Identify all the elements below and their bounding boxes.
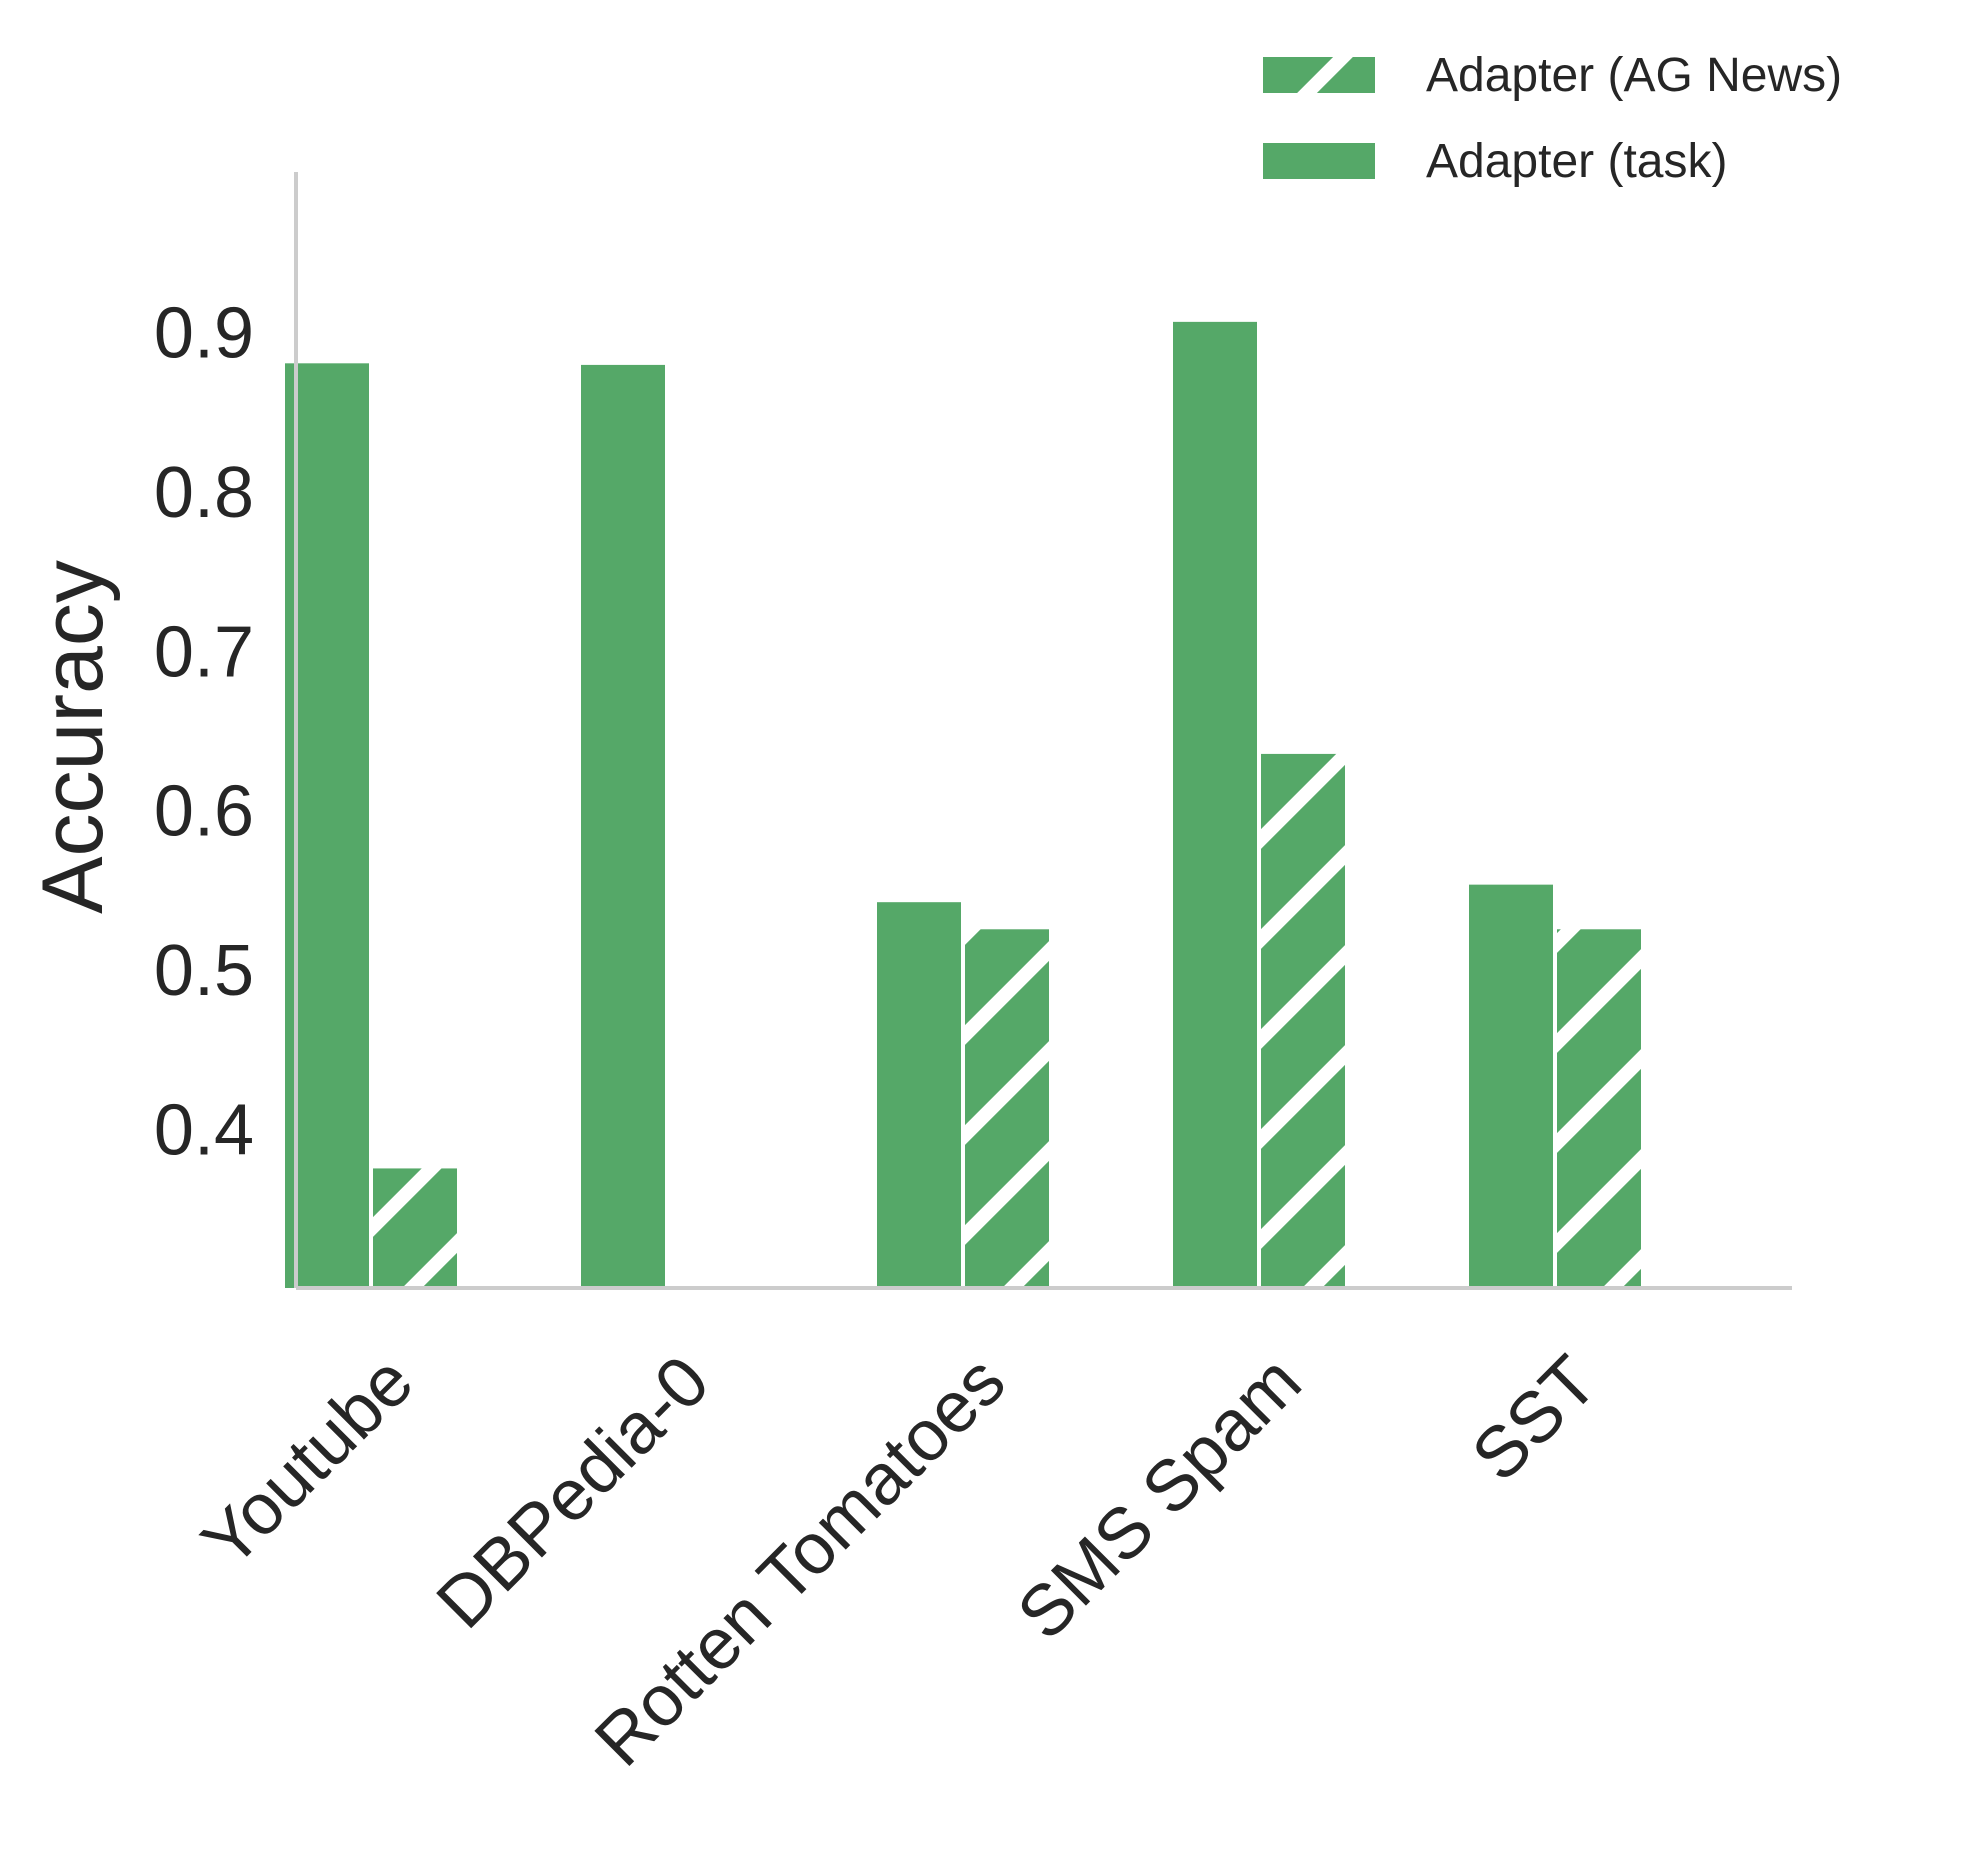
legend-label: Adapter (AG News) bbox=[1426, 49, 1842, 102]
x-tick-label: DBPedia-0 bbox=[422, 1341, 725, 1644]
y-tick-label: 0.5 bbox=[154, 931, 254, 1011]
bar-adapter-ag-news bbox=[373, 1168, 457, 1288]
legend-swatch bbox=[1263, 143, 1375, 179]
legend: Adapter (AG News) Adapter (task) bbox=[1263, 49, 1842, 188]
x-tick-label: SMS Spam bbox=[1002, 1341, 1316, 1655]
legend-label: Adapter (task) bbox=[1426, 135, 1727, 188]
bar-adapter-task bbox=[1469, 884, 1553, 1288]
bar-adapter-task bbox=[877, 902, 961, 1288]
bar-group bbox=[877, 902, 1049, 1288]
bar-group bbox=[581, 364, 665, 1288]
y-tick-label: 0.6 bbox=[154, 772, 254, 852]
bar-group bbox=[1173, 321, 1345, 1288]
x-tick-label: Youtube bbox=[187, 1341, 429, 1583]
bar-group bbox=[285, 363, 457, 1288]
bar-group bbox=[1469, 884, 1641, 1288]
bar-adapter-task bbox=[285, 363, 369, 1288]
y-axis-title: Accuracy bbox=[25, 560, 121, 914]
legend-swatch bbox=[1263, 57, 1375, 93]
bar-adapter-task bbox=[1173, 321, 1257, 1288]
legend-item: Adapter (task) bbox=[1263, 135, 1727, 188]
bar-adapter-ag-news bbox=[965, 929, 1049, 1288]
x-tick-label: SST bbox=[1457, 1341, 1613, 1497]
y-tick-labels: 0.4 0.5 0.6 0.7 0.8 0.9 bbox=[154, 293, 254, 1170]
bar-adapter-ag-news bbox=[1557, 929, 1641, 1288]
y-tick-label: 0.8 bbox=[154, 453, 254, 533]
bar-adapter-task bbox=[581, 364, 665, 1288]
bar-adapter-ag-news bbox=[1261, 753, 1345, 1288]
plot-area bbox=[285, 321, 1641, 1288]
y-tick-label: 0.7 bbox=[154, 612, 254, 692]
legend-item: Adapter (AG News) bbox=[1263, 49, 1842, 102]
y-axis: 0.4 0.5 0.6 0.7 0.8 0.9 bbox=[154, 172, 298, 1288]
y-tick-label: 0.4 bbox=[154, 1091, 254, 1171]
y-tick-label: 0.9 bbox=[154, 293, 254, 373]
